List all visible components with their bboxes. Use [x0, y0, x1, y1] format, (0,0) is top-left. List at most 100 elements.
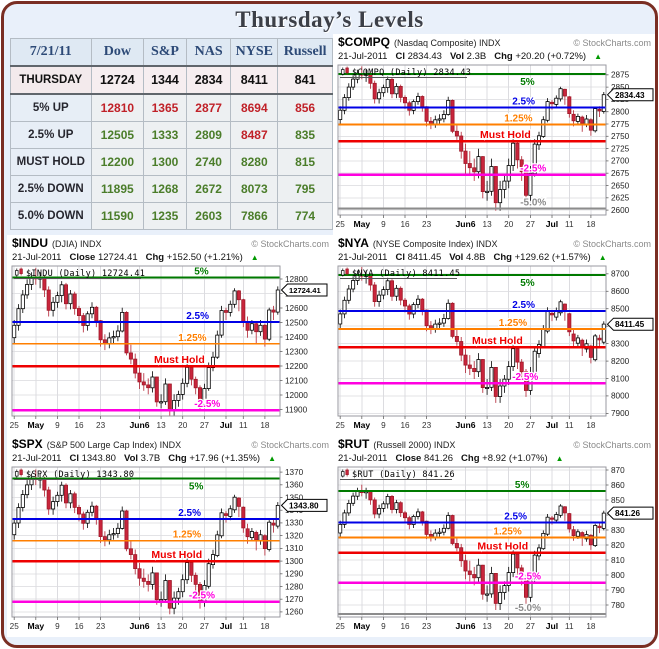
level-value: 795: [277, 175, 333, 203]
svg-text:Jun6: Jun6: [455, 420, 475, 430]
svg-text:20: 20: [504, 622, 514, 631]
level-value: 815: [277, 148, 333, 176]
svg-text:1360: 1360: [285, 481, 304, 490]
level-value: 8073: [230, 175, 279, 203]
svg-text:1.25%: 1.25%: [504, 114, 532, 125]
svg-text:1260: 1260: [285, 608, 304, 617]
chart-quote-row: 21-Jul-2011 Close 12724.41 Chg +152.50 (…: [10, 250, 332, 264]
svg-text:860: 860: [611, 481, 625, 490]
svg-text:2.5%: 2.5%: [504, 512, 527, 523]
svg-text:2800: 2800: [611, 108, 630, 117]
chart-legend: $COMPQ (Daily) 2834.43: [352, 68, 471, 78]
chart-date: 21-Jul-2011: [12, 252, 62, 263]
svg-text:May: May: [353, 219, 370, 229]
close-label: Close: [395, 453, 422, 464]
vol-label: Vol: [449, 252, 464, 263]
svg-text:18: 18: [586, 220, 596, 229]
svg-text:12300: 12300: [285, 347, 308, 356]
svg-text:Jun6: Jun6: [455, 621, 475, 631]
up-arrow-icon: ▲: [250, 253, 259, 262]
chg-value: +152.50 (+1.21%): [166, 252, 243, 263]
svg-text:May: May: [27, 621, 44, 631]
svg-text:810: 810: [611, 556, 625, 565]
level-value: 2809: [185, 121, 232, 149]
svg-text:1320: 1320: [285, 531, 304, 540]
svg-text:11: 11: [565, 622, 574, 631]
close-value: 2834.43: [407, 51, 442, 62]
level-value: 1365: [143, 93, 187, 122]
last-price-badge: 1343.80: [280, 498, 328, 512]
svg-text:9: 9: [381, 220, 386, 229]
svg-text:8000: 8000: [611, 392, 630, 401]
legend-candle-icon: [341, 66, 349, 76]
svg-text:2725: 2725: [611, 144, 630, 153]
chart-symbol: $NYA: [338, 236, 369, 250]
table-col-dow: Dow: [90, 38, 145, 67]
chart-header: $COMPQ (Nasdaq Composite) INDX © StockCh…: [336, 36, 654, 49]
level-value: 1235: [143, 202, 187, 230]
svg-text:Jul: Jul: [546, 621, 558, 631]
legend-candle-icon: [341, 468, 349, 478]
up-arrow-icon: ▲: [594, 52, 603, 61]
y-axis: 2600262526502675270027252750277528002825…: [606, 71, 630, 215]
vol-value: 2.3B: [466, 51, 487, 62]
chart-header: $RUT (Russell 2000) INDX © StockCharts.c…: [336, 438, 654, 451]
svg-text:1270: 1270: [285, 595, 304, 604]
svg-text:2600: 2600: [611, 206, 630, 215]
candlestick-chart: 5% 2.5% 1.25% Must Hold -2.5% -5.0% 780 790 800 8…: [336, 465, 654, 637]
chart-quote-row: 21-Jul-2011 Cl 1343.80 Vol 3.7B Chg +17.…: [10, 451, 332, 465]
svg-text:27: 27: [526, 220, 536, 229]
svg-text:18: 18: [586, 421, 596, 430]
chart-symbol: $COMPQ: [338, 35, 391, 49]
svg-text:9: 9: [381, 622, 386, 631]
candlestick-chart: 5% 2.5% 1.25% Must Hold -2.5% 11900 12000 12100…: [10, 264, 332, 436]
close-value: 8411.45: [407, 252, 442, 263]
svg-text:13: 13: [157, 622, 167, 631]
svg-text:27: 27: [200, 421, 210, 430]
level-lines: 5% 2.5% 1.25% Must Hold -2.5%: [12, 265, 280, 411]
last-price-badge: 12724.41: [280, 283, 328, 297]
svg-text:870: 870: [611, 466, 625, 475]
svg-text:16: 16: [74, 421, 84, 430]
level-value: 2672: [185, 175, 232, 203]
svg-text:Must Hold: Must Hold: [154, 354, 205, 366]
table-row: 5.0% DOWN 11590 1235 2603 7866 774: [10, 202, 333, 230]
page-title: Thursday’s Levels: [235, 7, 424, 32]
svg-text:-2.5%: -2.5%: [194, 399, 220, 410]
svg-text:16: 16: [400, 220, 410, 229]
level-value: 11895: [90, 175, 145, 203]
level-value: 8694: [230, 93, 279, 122]
svg-text:18: 18: [260, 622, 270, 631]
svg-text:12724.41: 12724.41: [289, 286, 321, 295]
svg-text:13: 13: [157, 421, 167, 430]
svg-text:Jul: Jul: [220, 621, 232, 631]
x-axis: 25 May 9 16 23 Jun6 13 20 27 Jul 11 18: [10, 617, 270, 631]
level-value: 2877: [185, 93, 232, 122]
chart-panel-COMPQ: $COMPQ (Nasdaq Composite) INDX © StockCh…: [333, 34, 655, 235]
svg-text:5%: 5%: [194, 267, 209, 278]
last-price-badge: 2834.43: [606, 88, 654, 102]
svg-text:11900: 11900: [285, 405, 308, 414]
svg-text:Jun6: Jun6: [129, 621, 149, 631]
svg-text:-2.5%: -2.5%: [515, 572, 541, 583]
chg-value: +17.96 (+1.35%): [189, 453, 261, 464]
close-label: Cl: [395, 51, 405, 62]
level-value: 856: [277, 93, 333, 122]
svg-text:820: 820: [611, 541, 625, 550]
svg-text:2875: 2875: [611, 71, 630, 80]
svg-text:May: May: [353, 420, 370, 430]
svg-text:8500: 8500: [611, 305, 630, 314]
chart-name: (S&P 500 Large Cap Index) INDX: [46, 440, 182, 450]
level-value: 11590: [90, 202, 145, 230]
level-value: 2603: [185, 202, 232, 230]
svg-text:2.5%: 2.5%: [512, 96, 535, 107]
candles: [12, 267, 280, 416]
chg-label: Chg: [494, 51, 513, 62]
last-price-badge: 841.26: [606, 506, 654, 520]
svg-text:11: 11: [239, 421, 248, 430]
table-row: 2.5% UP 12505 1333 2809 8487 835: [10, 121, 333, 149]
stockcharts-credit: © StockCharts.com: [251, 239, 329, 249]
svg-text:11: 11: [239, 622, 248, 631]
svg-text:1280: 1280: [285, 582, 304, 591]
